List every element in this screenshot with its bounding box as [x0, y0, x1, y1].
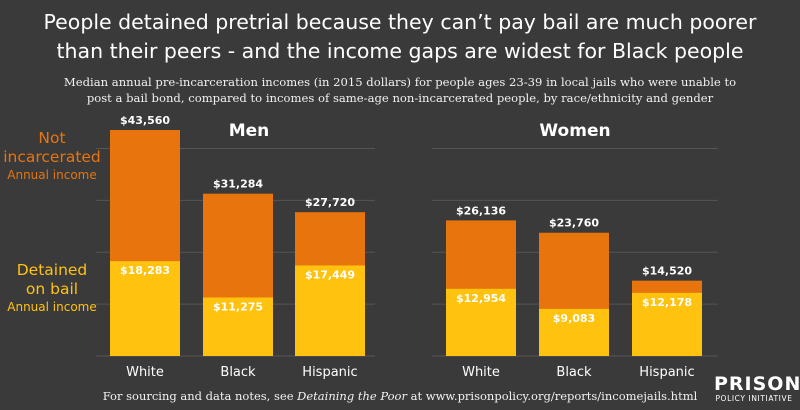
subtitle-line-1: Median annual pre-incarceration incomes … — [63, 75, 737, 89]
footer-text-after: at www.prisonpolicy.org/reports/incomeja… — [406, 389, 698, 403]
men-label-white-detained: $18,283 — [120, 264, 170, 277]
title-line-1: People detained pretrial because they ca… — [43, 10, 757, 34]
men-bar-white-detained — [110, 261, 180, 356]
subtitle-line-2: post a bail bond, compared to incomes of… — [86, 91, 714, 105]
women-category-hispanic: Hispanic — [639, 365, 694, 380]
women-category-black: Black — [556, 365, 592, 380]
footer-report-title: Detaining the Poor — [297, 389, 407, 403]
legend-not-incarcerated-sub: Annual income — [7, 168, 97, 182]
women-category-white: White — [462, 365, 500, 380]
men-label-hispanic-detained: $17,449 — [305, 268, 355, 281]
men-label-white-not-incarcerated: $43,560 — [120, 114, 170, 127]
chart-subtitle: Median annual pre-incarceration incomes … — [40, 74, 760, 106]
men-category-black: Black — [220, 365, 256, 380]
women-bar-hispanic-detained — [632, 292, 702, 356]
women-bar-black-detained — [539, 308, 609, 356]
prison-policy-initiative-logo: PRISON POLICY INITIATIVE — [714, 373, 800, 404]
chart-title: People detained pretrial because they ca… — [0, 8, 800, 66]
legend-not-incarcerated-line-2: incarcerated — [3, 148, 101, 166]
men-category-white: White — [126, 365, 164, 380]
men-category-hispanic: Hispanic — [302, 365, 357, 380]
men-label-black-detained: $11,275 — [213, 301, 263, 314]
legend-not-incarcerated-line-1: Not — [38, 129, 66, 147]
legend-not-incarcerated: Not incarcerated Annual income — [0, 129, 104, 183]
women-bar-white-detained — [446, 288, 516, 356]
footer-text-before: For sourcing and data notes, see — [102, 389, 298, 403]
women-label-hispanic-detained: $12,178 — [642, 296, 692, 309]
footer-note: For sourcing and data notes, see Detaini… — [0, 389, 800, 403]
logo-line-2: POLICY INITIATIVE — [715, 394, 793, 403]
women-label-hispanic-not-incarcerated: $14,520 — [642, 265, 692, 278]
title-line-2: than their peers - and the income gaps a… — [56, 39, 744, 63]
legend-detained-line-1: Detained — [16, 261, 88, 279]
women-panel-title: Women — [539, 121, 610, 141]
legend-detained-on-bail: Detained on bail Annual income — [0, 261, 104, 315]
men-panel-title: Men — [229, 121, 270, 141]
women-label-black-not-incarcerated: $23,760 — [549, 217, 599, 230]
men-bar-black-detained — [203, 297, 273, 356]
legend-detained-sub: Annual income — [7, 300, 97, 314]
women-label-white-detained: $12,954 — [456, 292, 506, 305]
men-bar-hispanic-detained — [295, 265, 365, 356]
men-label-hispanic-not-incarcerated: $27,720 — [305, 196, 355, 209]
women-label-black-detained: $9,083 — [553, 312, 595, 325]
legend-detained-line-2: on bail — [25, 280, 79, 298]
men-label-black-not-incarcerated: $31,284 — [213, 178, 263, 191]
logo-line-1: PRISON — [714, 373, 800, 395]
women-label-white-not-incarcerated: $26,136 — [456, 204, 506, 217]
